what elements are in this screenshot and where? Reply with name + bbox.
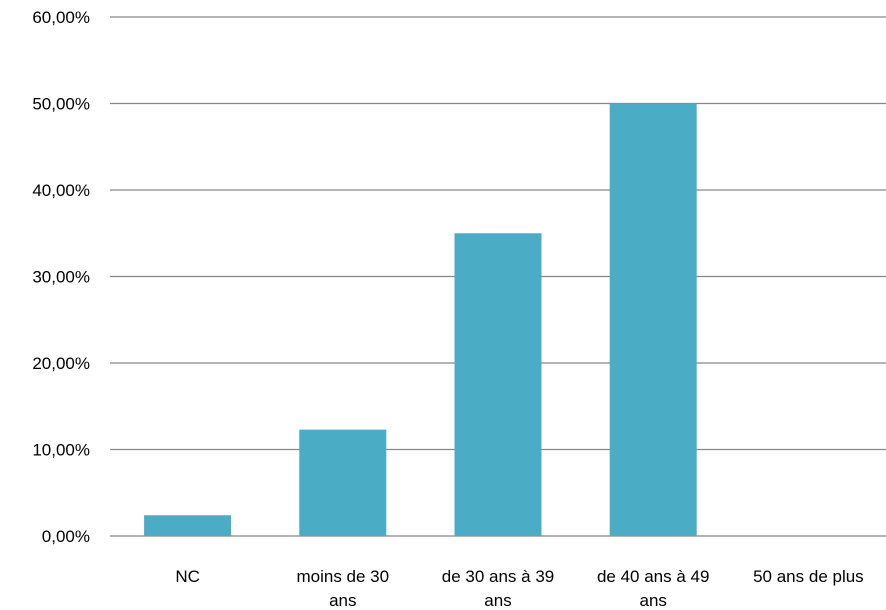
y-tick-label: 0,00%	[42, 527, 90, 546]
category-label-line: ans	[484, 591, 511, 610]
bar	[609, 103, 697, 536]
y-tick-label: 60,00%	[32, 8, 90, 27]
category-label: de 30 ans à 39 ans	[442, 567, 554, 610]
y-axis-tick-labels: 0,00% 10,00% 20,00% 30,00% 40,00% 50,00% 60,00…	[32, 8, 90, 546]
y-tick-label: 20,00%	[32, 354, 90, 373]
bar	[454, 233, 542, 536]
y-tick-label: 10,00%	[32, 441, 90, 460]
category-label-line: ans	[639, 591, 666, 610]
category-label-line: ans	[329, 591, 356, 610]
category-label-line: de 40 ans à 49	[597, 567, 709, 586]
bars	[144, 103, 697, 536]
category-label: 50 ans de plus	[753, 567, 864, 586]
category-label-line: NC	[175, 567, 200, 586]
category-label: de 40 ans à 49 ans	[597, 567, 709, 610]
bar	[299, 429, 387, 536]
category-label-line: moins de 30	[296, 567, 389, 586]
category-label: NC	[175, 567, 200, 586]
y-tick-label: 50,00%	[32, 95, 90, 114]
category-label-line: 50 ans de plus	[753, 567, 864, 586]
category-label-line: de 30 ans à 39	[442, 567, 554, 586]
category-label: moins de 30 ans	[296, 567, 389, 610]
y-tick-label: 30,00%	[32, 268, 90, 287]
bar	[144, 515, 232, 536]
y-tick-label: 40,00%	[32, 181, 90, 200]
